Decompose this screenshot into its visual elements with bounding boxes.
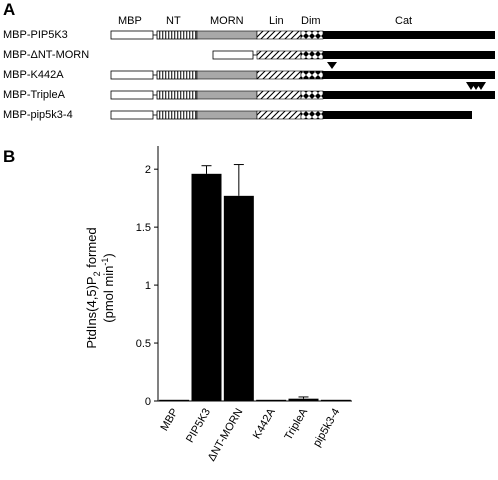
- panel-a-label: A: [3, 0, 15, 19]
- x-tick-label: MBP: [158, 407, 180, 434]
- y-tick-label: 0: [145, 396, 151, 408]
- mutation-marker: [476, 82, 486, 90]
- domain-lin: [256, 50, 302, 60]
- domain-morn: [196, 90, 258, 100]
- domain-nt: [156, 110, 198, 120]
- domain-morn: [196, 70, 258, 80]
- domain-cat: [323, 91, 495, 99]
- domain-mbp: [212, 50, 254, 60]
- construct-row-triplea: MBP-TripleA: [3, 82, 495, 101]
- domain-label-dim: Dim: [301, 15, 321, 27]
- domain-label-lin: Lin: [269, 15, 284, 27]
- construct-label: MBP-PIP5K3: [3, 29, 68, 41]
- domain-nt: [156, 90, 198, 100]
- domain-mbp: [110, 70, 154, 80]
- x-tick-label: TripleA: [282, 406, 310, 442]
- domain-dim: [300, 90, 324, 100]
- y-tick-label: 1: [145, 280, 151, 292]
- construct-row-dnt-morn: MBP-ΔNT-MORN: [3, 49, 495, 61]
- x-tick-label: PIP5K3: [184, 407, 213, 445]
- construct-label: MBP-TripleA: [3, 89, 66, 101]
- x-tick-label: K442A: [251, 406, 278, 441]
- bar: [159, 399, 190, 401]
- domain-morn: [196, 30, 258, 40]
- domain-lin: [256, 30, 302, 40]
- domain-cat: [323, 111, 472, 119]
- y-axis: 0 0.5 1 1.5 2: [136, 146, 352, 408]
- domain-lin: [256, 90, 302, 100]
- construct-diagrams: MBP-PIP5K3 MBP-ΔNT-MORN MBP-K442A: [3, 29, 495, 121]
- domain-cat: [323, 71, 495, 79]
- domain-mbp: [110, 90, 154, 100]
- y-axis-title-line1: PtdIns(4,5)P2 formed: [84, 227, 102, 348]
- domain-label-mbp: MBP: [118, 15, 142, 27]
- domain-dim: [300, 110, 324, 120]
- domain-dim: [300, 70, 324, 80]
- domain-nt: [156, 30, 198, 40]
- bar: [288, 398, 319, 401]
- domain-cat: [323, 31, 495, 39]
- y-tick-label: 2: [145, 164, 151, 176]
- y-tick-label: 0.5: [136, 338, 151, 350]
- y-axis-title-line2: (pmol min-1): [100, 253, 116, 322]
- domain-cat: [323, 51, 495, 59]
- domain-nt: [156, 70, 198, 80]
- bar: [191, 173, 222, 401]
- mutation-marker: [327, 62, 337, 69]
- x-tick-label: pip5k3-4: [311, 407, 342, 450]
- construct-row-k442a: MBP-K442A: [3, 62, 495, 81]
- bar: [320, 399, 351, 401]
- domain-mbp: [110, 110, 154, 120]
- bar-chart: PtdIns(4,5)P2 formed (pmol min-1) 0 0.5 1 1…: [84, 146, 352, 463]
- bars: [159, 164, 351, 401]
- panel-b-label: B: [3, 147, 15, 166]
- construct-label: MBP-ΔNT-MORN: [3, 49, 89, 61]
- domain-lin: [256, 70, 302, 80]
- domain-label-nt: NT: [166, 15, 181, 27]
- y-tick-label: 1.5: [136, 222, 151, 234]
- domain-dim: [300, 50, 324, 60]
- domain-label-morn: MORN: [210, 15, 244, 27]
- y-axis-title: PtdIns(4,5)P2 formed (pmol min-1): [84, 227, 116, 348]
- bar: [223, 195, 254, 401]
- domain-label-cat: Cat: [395, 15, 412, 27]
- construct-label: MBP-K442A: [3, 69, 64, 81]
- domain-morn: [196, 110, 258, 120]
- construct-label: MBP-pip5k3-4: [3, 109, 73, 121]
- domain-mbp: [110, 30, 154, 40]
- construct-row-pip5k3-4: MBP-pip5k3-4: [3, 109, 472, 121]
- domain-lin: [256, 110, 302, 120]
- domain-dim: [300, 30, 324, 40]
- construct-row-pip5k3: MBP-PIP5K3: [3, 29, 495, 41]
- bar: [256, 399, 287, 401]
- domain-labels: MBP NT MORN Lin Dim Cat: [118, 15, 412, 27]
